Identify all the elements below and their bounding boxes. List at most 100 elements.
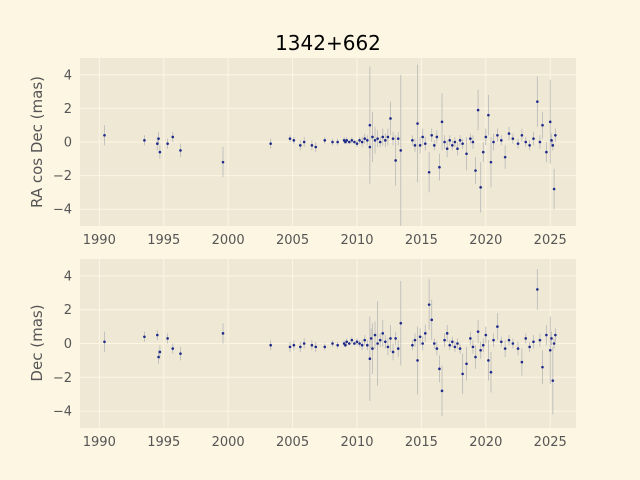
- dec-data-point: [299, 345, 302, 349]
- ra-data-point: [453, 140, 457, 144]
- dec-data-point: [378, 338, 382, 342]
- dec-y-tick-label: 0: [64, 337, 72, 352]
- dec-data-point: [166, 337, 169, 340]
- ra-data-point: [157, 137, 160, 140]
- ra-data-point: [496, 133, 499, 137]
- dec-data-point: [345, 340, 348, 344]
- ra-data-point: [548, 120, 552, 124]
- dec-data-point: [371, 347, 374, 350]
- dec-data-point: [157, 355, 160, 359]
- ra-data-point: [432, 144, 436, 147]
- dec-x-tick-label: 2010: [340, 435, 373, 450]
- dec-data-point: [418, 335, 422, 339]
- ra-x-tick-label: 1995: [147, 233, 180, 248]
- ra-data-point: [516, 142, 520, 145]
- ra-x-tick-label: 2005: [276, 233, 309, 248]
- ra-x-tick-label: 2015: [405, 233, 438, 248]
- ra-data-point: [489, 160, 493, 164]
- dec-data-point: [440, 389, 444, 393]
- ra-data-point: [394, 159, 397, 162]
- ra-data-point: [499, 139, 503, 142]
- dec-data-point: [355, 340, 359, 344]
- ra-data-point: [310, 144, 314, 147]
- ra-data-point: [435, 135, 439, 139]
- dec-data-point: [499, 340, 503, 344]
- ra-data-point: [166, 142, 169, 145]
- dec-data-point: [384, 340, 387, 344]
- ra-data-point: [451, 144, 454, 147]
- ra-x-tick-label: 2000: [212, 233, 245, 248]
- ra-data-point: [465, 152, 468, 156]
- dec-data-point: [548, 348, 552, 352]
- ra-data-point: [440, 120, 444, 124]
- ra-data-point: [299, 144, 302, 147]
- ra-data-point: [461, 142, 464, 145]
- ra-data-point: [371, 135, 374, 139]
- ra-data-point: [103, 133, 106, 137]
- dec-data-point: [448, 343, 452, 347]
- dec-data-point: [528, 345, 531, 349]
- dec-data-point: [413, 338, 417, 342]
- dec-data-point: [541, 365, 544, 369]
- dec-data-point: [314, 345, 318, 349]
- ra-data-point: [365, 139, 369, 142]
- dec-data-point: [423, 332, 427, 335]
- dec-x-tick-label: 2005: [276, 435, 309, 450]
- dec-data-point: [360, 343, 364, 347]
- ra-data-point: [158, 150, 162, 154]
- dec-data-point: [302, 342, 306, 345]
- ra-data-point: [481, 150, 485, 154]
- ra-data-point: [353, 140, 356, 144]
- ra-x-tick-label: 1990: [83, 233, 116, 248]
- dec-data-point: [399, 321, 403, 325]
- dec-data-point: [386, 345, 390, 349]
- dec-data-point: [479, 348, 482, 352]
- ra-data-point: [302, 140, 306, 144]
- ra-x-tick-label: 2025: [534, 233, 567, 248]
- dec-data-point: [288, 345, 292, 349]
- dec-data-point: [391, 350, 395, 354]
- ra-data-point: [386, 135, 390, 139]
- dec-data-point: [336, 343, 339, 347]
- dec-data-point: [520, 360, 524, 364]
- ra-data-point: [360, 140, 364, 144]
- ra-data-point: [411, 139, 414, 142]
- dec-data-point: [456, 342, 459, 345]
- ra-data-point: [538, 140, 542, 144]
- ra-data-point: [484, 135, 488, 139]
- dec-data-point: [496, 325, 499, 328]
- ra-data-point: [345, 139, 348, 142]
- dec-data-point: [373, 333, 377, 337]
- ra-data-point: [551, 144, 555, 147]
- dec-data-point: [507, 338, 511, 342]
- dec-data-point: [143, 335, 146, 339]
- dec-data-point: [369, 337, 373, 340]
- dec-data-point: [451, 340, 454, 344]
- ra-data-point: [423, 142, 427, 145]
- ra-data-point: [396, 137, 400, 140]
- ra-y-tick-label: 4: [64, 68, 72, 83]
- ra-data-point: [474, 169, 477, 172]
- ra-data-point: [528, 144, 531, 147]
- dec-data-point: [511, 342, 515, 345]
- ra-data-point: [336, 140, 339, 144]
- ra-data-point: [269, 142, 272, 145]
- dec-data-point: [487, 359, 490, 362]
- ra-data-point: [368, 145, 372, 149]
- ra-data-point: [492, 140, 495, 144]
- dec-data-point: [103, 340, 106, 344]
- dec-data-point: [221, 332, 225, 335]
- ra-data-point: [416, 122, 419, 125]
- ra-data-point: [143, 139, 146, 142]
- ra-data-point: [520, 133, 524, 137]
- ra-data-point: [476, 108, 480, 112]
- dec-data-point: [532, 340, 535, 344]
- ra-data-point: [430, 133, 434, 137]
- ra-data-point: [350, 139, 354, 142]
- dec-x-tick-label: 2020: [469, 435, 502, 450]
- ra-data-point: [391, 137, 395, 140]
- dec-data-point: [310, 343, 314, 347]
- ra-panel: 1990 1995 2000 2005 2010 2015 2020 2025 −4 −2 0 2 4: [53, 58, 576, 248]
- ra-data-point: [438, 165, 441, 169]
